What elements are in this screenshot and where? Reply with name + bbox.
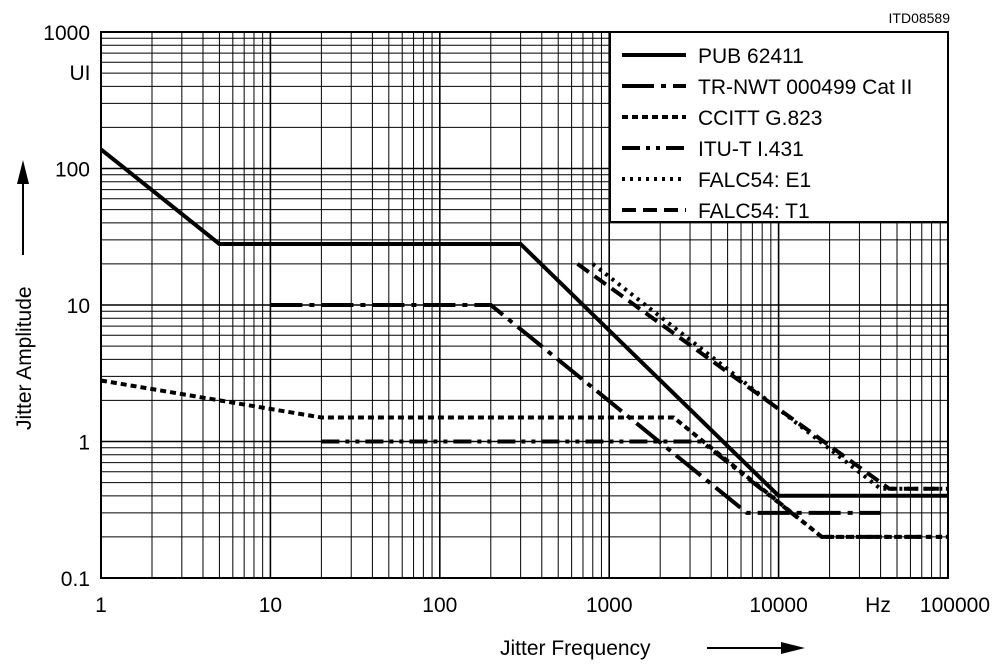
figure-reference: ITD08589 bbox=[889, 10, 951, 26]
legend-box bbox=[609, 31, 949, 223]
y-unit-label: UI bbox=[70, 62, 91, 85]
plot-frame bbox=[100, 31, 949, 579]
x-tick-label: 1000 bbox=[586, 594, 633, 617]
x-tick-label: 10 bbox=[259, 594, 282, 617]
legend: PUB 62411 TR-NWT 000499 Cat II CCITT G.823… bbox=[622, 45, 912, 223]
x-unit-label: Hz bbox=[865, 594, 891, 617]
series-line-2 bbox=[270, 303, 881, 515]
series-lines bbox=[99, 147, 948, 539]
y-axis-arrow-icon bbox=[17, 160, 29, 255]
legend-label: FALC54: T1 bbox=[698, 200, 810, 223]
x-tick-label: 10000 bbox=[749, 594, 807, 617]
x-axis-arrow-icon bbox=[707, 642, 805, 654]
y-tick-label: 100 bbox=[55, 159, 90, 182]
series-line-1 bbox=[99, 147, 948, 498]
x-tick-label: 100 bbox=[422, 594, 457, 617]
legend-label: FALC54: E1 bbox=[698, 169, 811, 192]
y-tick-label: 0.1 bbox=[61, 568, 90, 591]
series-line-3 bbox=[100, 378, 948, 539]
y-tick-label: 1000 bbox=[43, 22, 90, 45]
x-axis-title: Jitter Frequency bbox=[500, 637, 651, 660]
series-line-6 bbox=[576, 262, 948, 491]
y-tick-label: 1 bbox=[78, 432, 90, 455]
x-tick-label: 1 bbox=[95, 594, 107, 617]
legend-label: CCITT G.823 bbox=[698, 107, 822, 130]
legend-label: PUB 62411 bbox=[698, 45, 804, 68]
y-tick-label: 10 bbox=[67, 295, 90, 318]
legend-label: ITU-T I.431 bbox=[698, 138, 804, 161]
series-line-4 bbox=[321, 439, 948, 539]
y-axis-title: Jitter Amplitude bbox=[13, 286, 36, 430]
x-tick-label: 100000 bbox=[920, 594, 990, 617]
legend-label: TR-NWT 000499 Cat II bbox=[698, 76, 912, 99]
